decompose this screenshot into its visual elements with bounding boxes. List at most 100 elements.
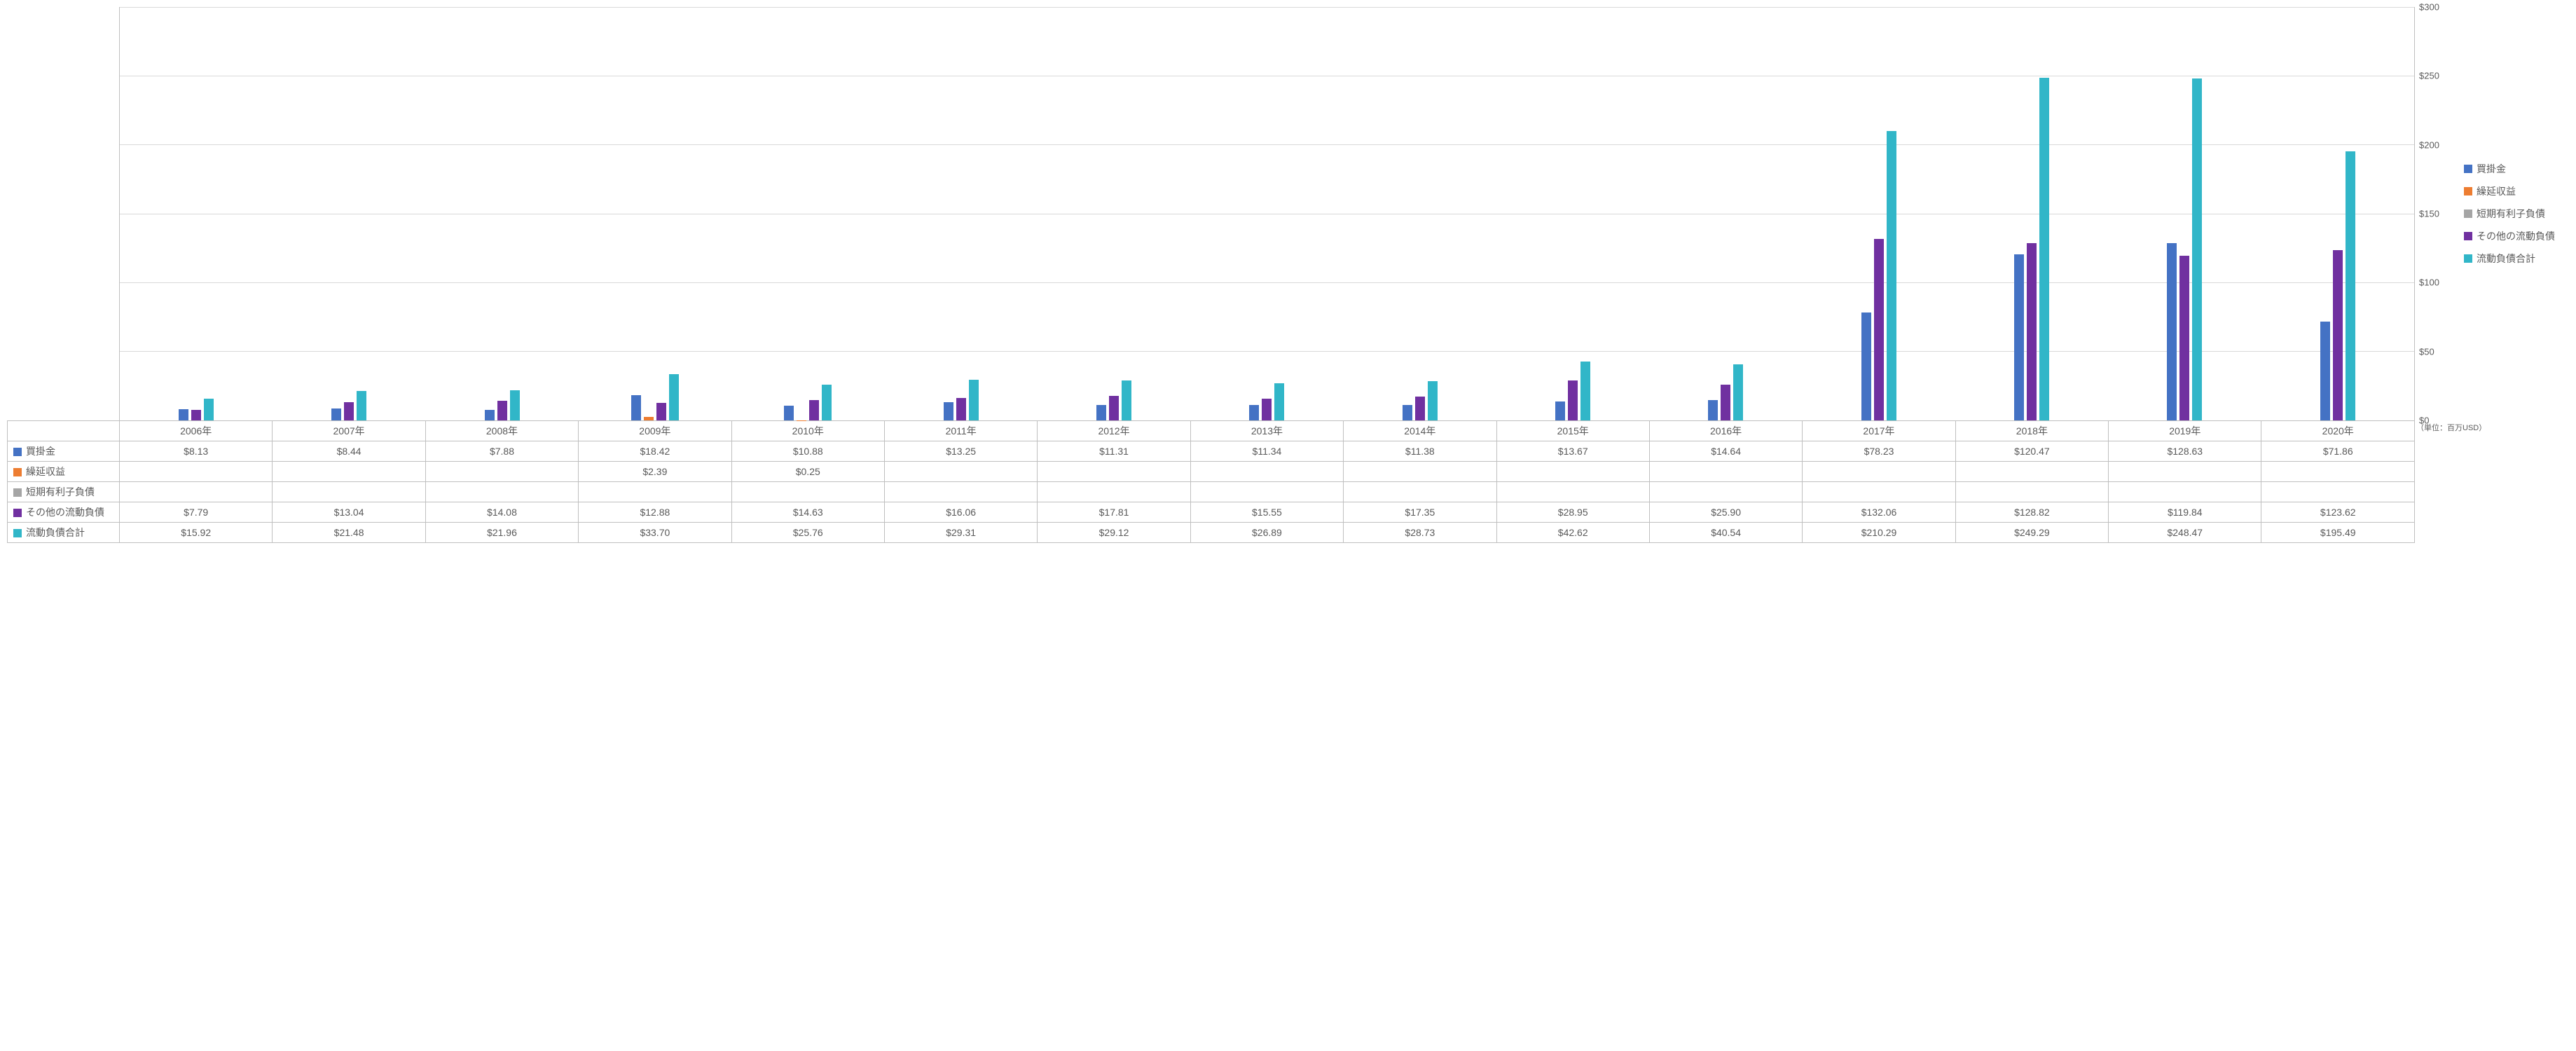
data-cell: $11.34 <box>1190 441 1343 462</box>
series-rowhead: 繰延収益 <box>8 462 120 482</box>
y-tick-label: $100 <box>2419 277 2439 288</box>
legend-swatch <box>2464 232 2472 240</box>
bar <box>344 402 354 420</box>
bar <box>1428 381 1438 420</box>
chart-row: $0$50$100$150$200$250$300（単位：百万USD） 買掛金繰… <box>7 7 2569 420</box>
legend-label: 繰延収益 <box>2477 184 2516 198</box>
bar <box>1580 362 1590 420</box>
legend: 買掛金繰延収益短期有利子負債その他の流動負債流動負債合計 <box>2457 7 2569 420</box>
bar <box>631 395 641 420</box>
data-cell: $132.06 <box>1803 502 1955 523</box>
y-tick-label: $300 <box>2419 2 2439 13</box>
bar <box>2167 243 2177 420</box>
data-cell <box>120 482 273 502</box>
y-tick-label: $150 <box>2419 209 2439 219</box>
data-cell <box>425 482 578 502</box>
data-cell: $13.67 <box>1496 441 1649 462</box>
series-rowhead: 買掛金 <box>8 441 120 462</box>
data-cell <box>1038 482 1190 502</box>
year-group <box>1344 8 1496 420</box>
bar <box>331 408 341 420</box>
bar <box>944 402 953 420</box>
data-cell: $29.31 <box>884 523 1037 543</box>
year-group <box>885 8 1038 420</box>
rowhead-blank <box>8 421 120 441</box>
bar <box>179 409 188 420</box>
y-tick-label: $250 <box>2419 71 2439 81</box>
year-header: 2019年 <box>2109 421 2261 441</box>
bar <box>822 385 832 420</box>
year-header: 2013年 <box>1190 421 1343 441</box>
bar <box>644 417 654 420</box>
legend-item: 繰延収益 <box>2464 184 2569 198</box>
data-cell: $25.76 <box>731 523 884 543</box>
data-cell: $40.54 <box>1649 523 1802 543</box>
bar <box>1555 401 1565 420</box>
legend-item: 流動負債合計 <box>2464 252 2569 266</box>
data-cell: $21.96 <box>425 523 578 543</box>
bar <box>1262 399 1272 420</box>
table-row: 買掛金$8.13$8.44$7.88$18.42$10.88$13.25$11.… <box>8 441 2569 462</box>
plot-area <box>119 7 2415 420</box>
data-table-wrapper: 2006年2007年2008年2009年2010年2011年2012年2013年… <box>7 420 2569 543</box>
data-cell: $78.23 <box>1803 441 1955 462</box>
data-cell: $10.88 <box>731 441 884 462</box>
legend-swatch <box>13 509 22 517</box>
series-name: 買掛金 <box>26 446 55 457</box>
year-group <box>120 8 273 420</box>
bar <box>2192 78 2202 420</box>
year-header: 2020年 <box>2261 421 2415 441</box>
data-cell: $0.25 <box>731 462 884 482</box>
data-cell <box>1955 462 2108 482</box>
y-tick-label: $200 <box>2419 139 2439 150</box>
data-cell <box>1190 482 1343 502</box>
bar <box>1887 131 1896 420</box>
data-cell: $29.12 <box>1038 523 1190 543</box>
series-rowhead: 流動負債合計 <box>8 523 120 543</box>
year-group <box>2108 8 2261 420</box>
bar <box>2027 243 2037 420</box>
year-header: 2011年 <box>884 421 1037 441</box>
year-group <box>1649 8 1802 420</box>
bar <box>956 398 966 420</box>
legend-swatch <box>2464 165 2472 173</box>
data-cell: $12.88 <box>579 502 731 523</box>
data-cell: $71.86 <box>2261 441 2415 462</box>
table-row: その他の流動負債$7.79$13.04$14.08$12.88$14.63$16… <box>8 502 2569 523</box>
data-cell: $18.42 <box>579 441 731 462</box>
data-cell <box>273 462 425 482</box>
legend-item: 買掛金 <box>2464 162 2569 176</box>
bar <box>1568 380 1578 420</box>
table-row: 繰延収益$2.39$0.25 <box>8 462 2569 482</box>
data-cell <box>1803 462 1955 482</box>
bar <box>656 403 666 420</box>
data-table: 2006年2007年2008年2009年2010年2011年2012年2013年… <box>7 420 2569 543</box>
data-cell: $33.70 <box>579 523 731 543</box>
data-cell: $14.63 <box>731 502 884 523</box>
bar <box>1249 405 1259 420</box>
year-group <box>1190 8 1343 420</box>
year-header: 2010年 <box>731 421 884 441</box>
legend-swatch <box>2464 254 2472 263</box>
year-header: 2015年 <box>1496 421 1649 441</box>
bar <box>497 401 507 420</box>
table-header-row: 2006年2007年2008年2009年2010年2011年2012年2013年… <box>8 421 2569 441</box>
bar <box>2346 151 2355 420</box>
bar <box>1122 380 1131 420</box>
data-cell: $210.29 <box>1803 523 1955 543</box>
year-group <box>1496 8 1649 420</box>
data-cell: $17.81 <box>1038 502 1190 523</box>
bar <box>1708 400 1718 420</box>
data-cell: $16.06 <box>884 502 1037 523</box>
year-header: 2012年 <box>1038 421 1190 441</box>
data-cell <box>884 462 1037 482</box>
bar <box>1403 405 1412 420</box>
data-cell: $248.47 <box>2109 523 2261 543</box>
table-row: 流動負債合計$15.92$21.48$21.96$33.70$25.76$29.… <box>8 523 2569 543</box>
bar <box>510 390 520 420</box>
legend-label: 短期有利子負債 <box>2477 207 2545 221</box>
series-name: その他の流動負債 <box>26 507 104 518</box>
data-cell <box>2109 462 2261 482</box>
series-rowhead: その他の流動負債 <box>8 502 120 523</box>
bar <box>1415 397 1425 420</box>
